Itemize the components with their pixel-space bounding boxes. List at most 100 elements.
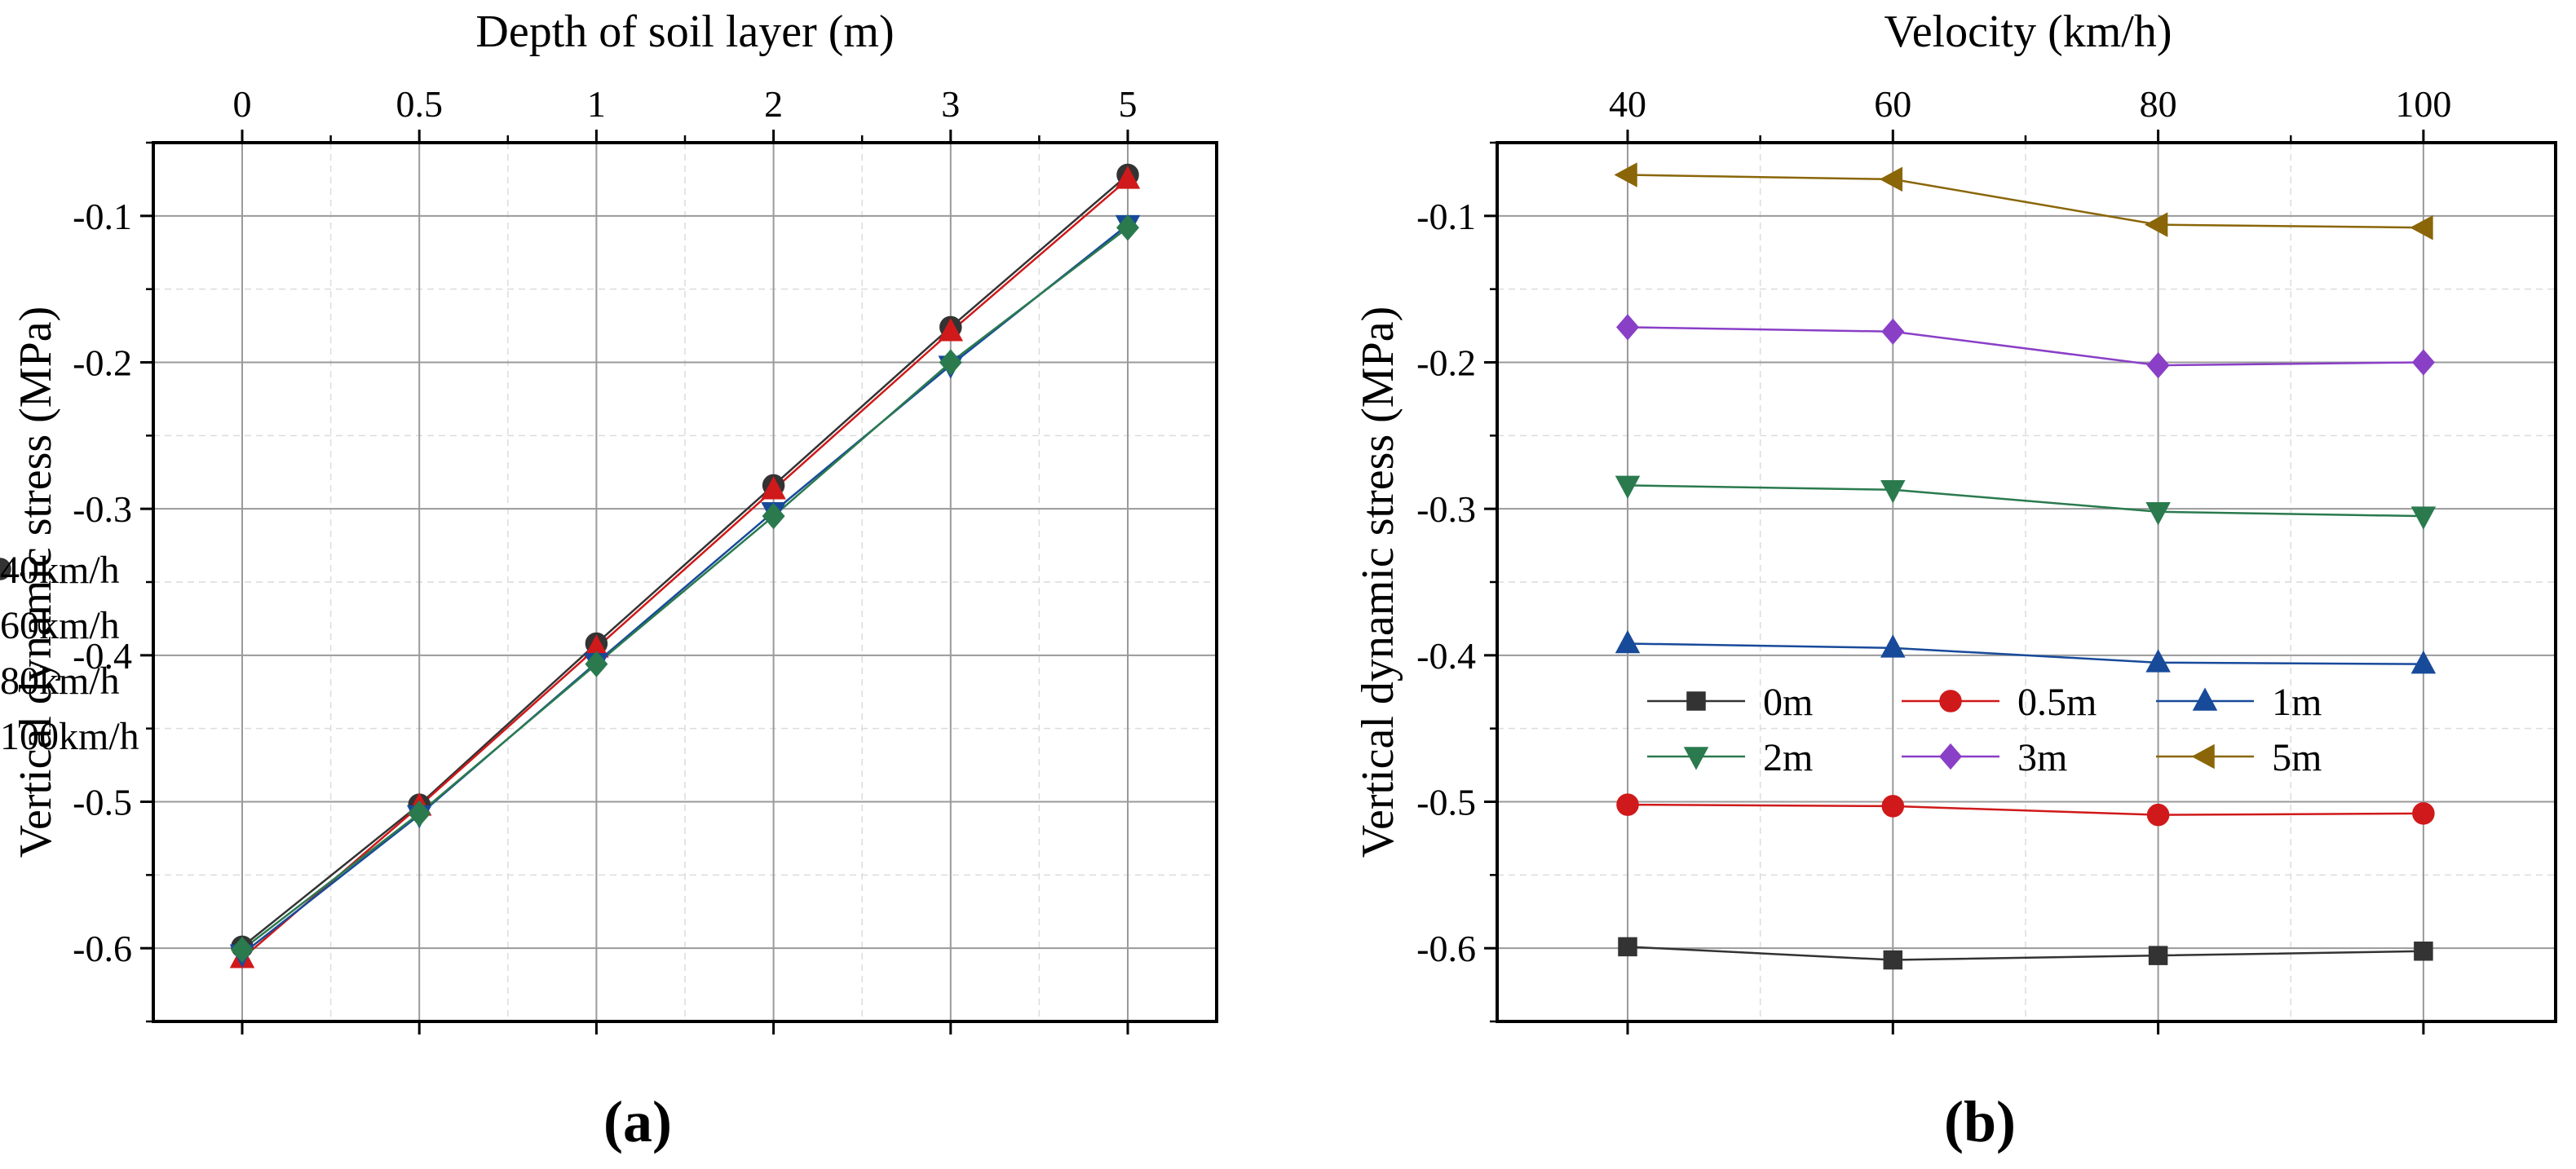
data-point-100km/h [1116, 214, 1139, 241]
panel-b-y-axis-title: Vertical dynamic stress (MPa) [1353, 307, 1403, 858]
series-line-3m [1627, 326, 2424, 367]
panel-b-chart: 40 60 80 100 -0.6 -0.5 -0.4 -0.3 -0.2 -0.1 Veloc… [1353, 7, 2557, 1154]
series-line-5m [1627, 174, 2424, 229]
data-point-0.5m [2412, 802, 2435, 825]
data-point-0.5m [1881, 795, 1905, 818]
panel-a-lines [241, 174, 1129, 959]
y-tick-label: -0.5 [1416, 782, 1476, 823]
legend-label: 40km/h [0, 549, 120, 592]
data-point-5m [1879, 166, 1903, 192]
panel-a-markers [229, 163, 1141, 968]
legend-label: 3m [2017, 736, 2067, 779]
data-point-100km/h [939, 349, 962, 376]
legend-marker [1939, 690, 1962, 712]
panel-a-y-axis-title: Vertical dynamic stress (MPa) [11, 307, 61, 858]
legend-marker [1939, 743, 1962, 770]
data-point-2m [2145, 502, 2171, 526]
data-point-3m [1616, 314, 1639, 341]
y-tick-label: -0.1 [73, 196, 132, 237]
legend-marker [1683, 747, 1709, 770]
y-tick-label: -0.2 [1416, 342, 1476, 384]
legend-item-2m: 2m [1647, 736, 1813, 779]
legend-item-5m: 5m [2156, 736, 2322, 779]
panel-a-grid [153, 142, 1217, 1022]
data-point-5m [1614, 162, 1637, 187]
data-point-60km/h [1115, 165, 1141, 189]
x-tick-label: 100 [2395, 83, 2451, 125]
y-tick-label: -0.5 [73, 782, 132, 823]
data-point-60km/h [761, 476, 786, 500]
data-point-1m [2410, 651, 2437, 674]
legend-marker [0, 558, 11, 580]
data-point-3m [1881, 318, 1905, 345]
data-point-100km/h [408, 800, 431, 827]
legend-item-0.5m: 0.5m [1902, 681, 2097, 724]
data-point-0m [1883, 950, 1903, 970]
data-point-1m [2145, 649, 2171, 673]
data-point-0m [2148, 946, 2168, 965]
panel-b-y-ticks: -0.6 -0.5 -0.4 -0.3 -0.2 -0.1 [1416, 141, 1497, 1023]
data-point-100km/h [231, 936, 254, 964]
panel-b-grid [1497, 142, 2556, 1022]
data-point-1m [1880, 634, 1906, 658]
data-point-0m [1618, 937, 1637, 957]
legend-label: 100km/h [0, 715, 139, 758]
legend-item-100km/h: 100km/h [0, 715, 139, 758]
legend-item-40km/h: 40km/h [0, 549, 120, 592]
y-tick-label: -0.4 [1416, 635, 1476, 677]
data-point-3m [2411, 349, 2435, 376]
series-line-100km/h [241, 227, 1129, 951]
legend-item-1m: 1m [2156, 681, 2322, 724]
data-point-0.5m [2146, 803, 2170, 827]
data-point-0m [2414, 942, 2433, 961]
x-tick-label: 60 [1874, 83, 1911, 125]
legend-marker [2191, 743, 2215, 770]
panel-b-x-ticks: 40 60 80 100 [1609, 83, 2451, 1034]
panel-a-legend: 40km/h 60km/h 80km/h 100km/h [0, 549, 139, 758]
x-tick-label: 40 [1609, 83, 1646, 125]
panel-b-markers [1614, 162, 2437, 970]
data-point-5m [2410, 214, 2433, 240]
y-tick-label: -0.3 [1416, 488, 1476, 530]
legend-label: 2m [1763, 736, 1813, 779]
y-tick-label: -0.6 [73, 928, 132, 969]
legend-item-80km/h: 80km/h [0, 659, 120, 703]
legend-marker [2192, 687, 2218, 711]
series-line-2m [1627, 484, 2424, 518]
series-line-60km/h [241, 178, 1129, 959]
x-tick-label: 5 [1119, 83, 1138, 125]
legend-label: 80km/h [0, 659, 120, 703]
legend-label: 0.5m [2017, 681, 2097, 724]
panel-a-chart: 0 0.5 1 2 3 5 -0.6 -0.5 -0.4 -0.3 -0.2 -0.1 Depth … [0, 7, 1218, 1154]
legend-item-60km/h: 60km/h [0, 604, 120, 647]
y-tick-label: -0.3 [73, 488, 132, 530]
series-line-40km/h [241, 174, 1129, 948]
panel-a-y-ticks: -0.6 -0.5 -0.4 -0.3 -0.2 -0.1 [73, 141, 153, 1023]
legend-label: 1m [2272, 681, 2322, 724]
legend-label: 60km/h [0, 604, 120, 647]
data-point-5m [2145, 212, 2168, 237]
y-tick-label: -0.2 [73, 342, 132, 384]
x-tick-label: 3 [941, 83, 960, 125]
data-point-60km/h [938, 318, 964, 342]
data-point-100km/h [762, 503, 785, 530]
x-tick-label: 80 [2140, 83, 2177, 125]
panel-a-label: (a) [603, 1089, 672, 1154]
x-tick-label: 1 [587, 83, 606, 125]
series-line-80km/h [241, 223, 1129, 955]
x-tick-label: 0 [233, 83, 252, 125]
y-tick-label: -0.4 [73, 635, 132, 677]
panel-b-lines [1627, 174, 2424, 961]
y-tick-label: -0.6 [1416, 928, 1476, 969]
legend-label: 0m [1763, 681, 1813, 724]
panel-b-label: (b) [1944, 1089, 2016, 1154]
data-point-100km/h [585, 651, 608, 677]
panel-b-legend: 0m 0.5m 1m 2m 3m 5m [1647, 681, 2322, 779]
series-line-0m [1627, 946, 2424, 961]
data-point-2m [2410, 506, 2437, 530]
legend-item-3m: 3m [1902, 736, 2067, 779]
series-line-1m [1627, 642, 2424, 665]
legend-label: 5m [2272, 736, 2322, 779]
panel-b-x-axis-title: Velocity (km/h) [1884, 7, 2172, 57]
